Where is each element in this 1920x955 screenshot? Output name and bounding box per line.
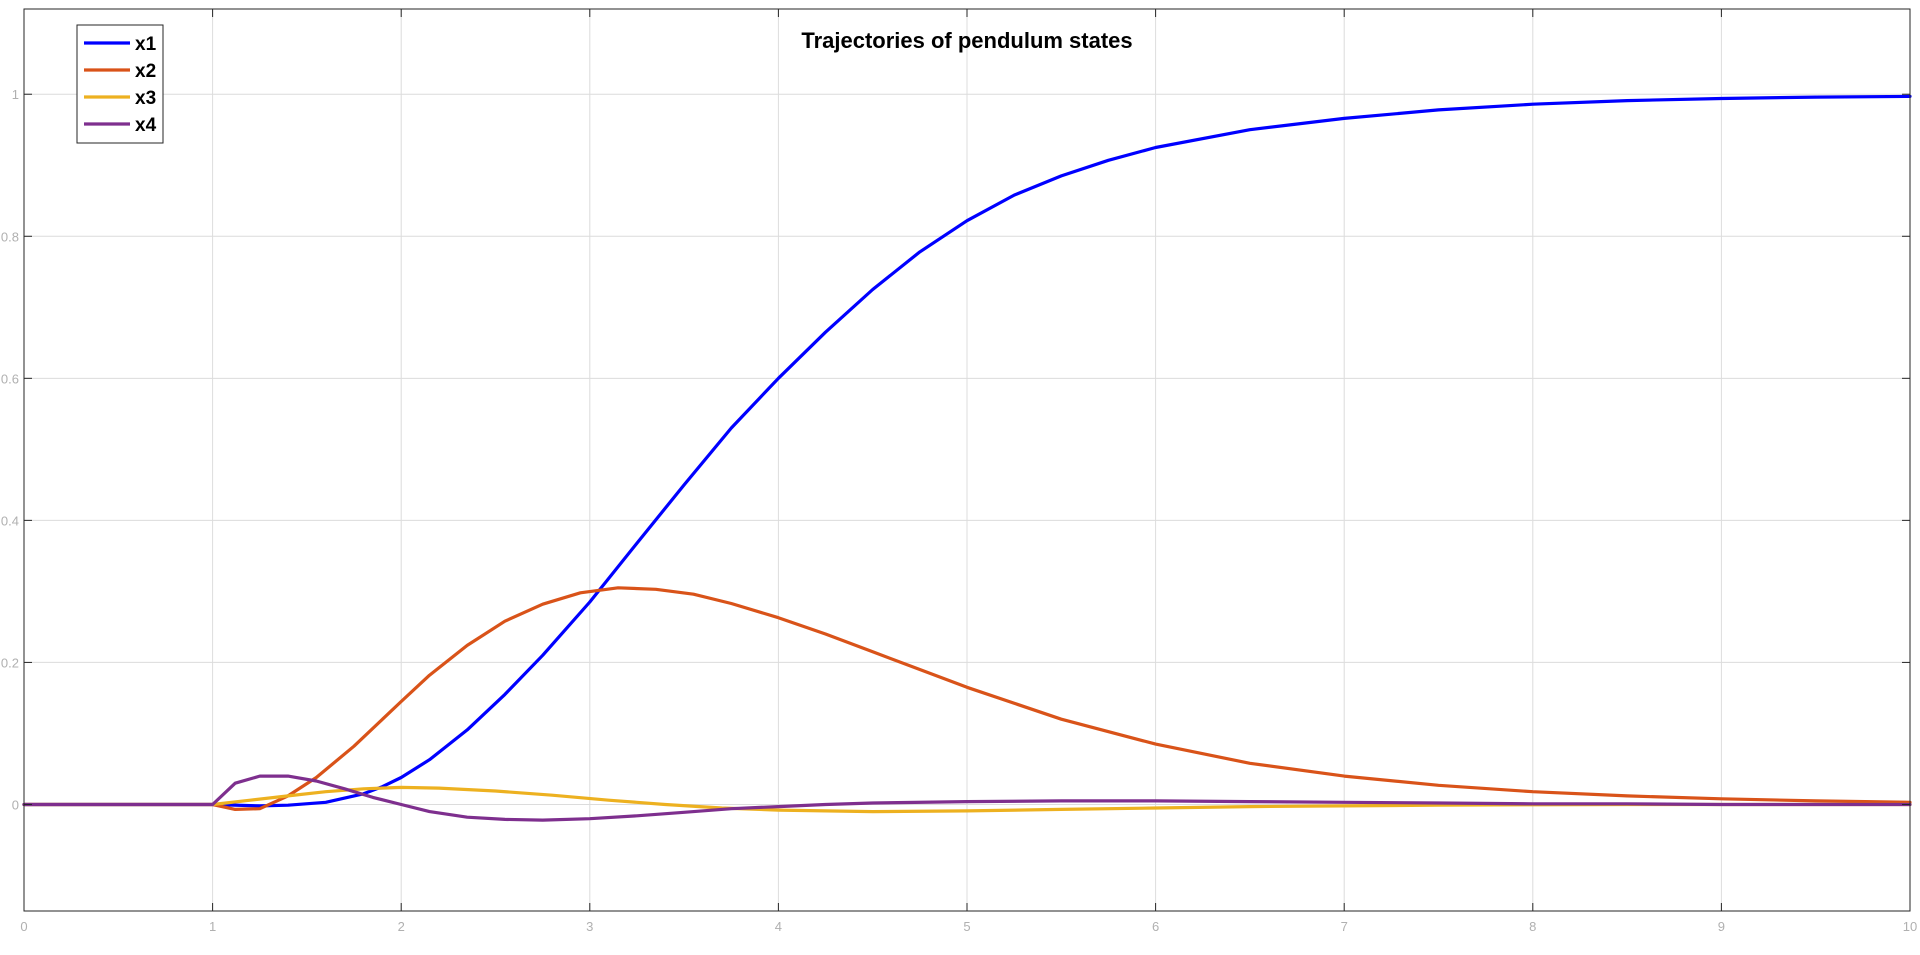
x-tick-label: 4 <box>775 919 782 934</box>
y-tick-label: 0.2 <box>1 655 19 670</box>
series-line-x4 <box>22 774 1912 822</box>
y-tick-label: 0 <box>12 797 19 812</box>
x-tick-label: 9 <box>1718 919 1725 934</box>
ticks-layer: 0 1 2 3 4 5 6 7 8 9 10 0 0.2 0.4 0.6 0.8 1 <box>1 9 1917 934</box>
x-tick-label: 1 <box>209 919 216 934</box>
series-line-x1 <box>22 94 1912 808</box>
legend-label-x3: x3 <box>135 88 156 109</box>
legend: x1 x2 x3 x4 <box>76 24 164 144</box>
x-tick-label: 7 <box>1341 919 1348 934</box>
y-tick-label: 0.6 <box>1 371 19 386</box>
series-layer <box>22 94 1912 822</box>
legend-label-x1: x1 <box>135 34 157 55</box>
x-tick-label: 5 <box>963 919 970 934</box>
x-tick-label: 3 <box>586 919 593 934</box>
x-tick-label: 8 <box>1529 919 1536 934</box>
series-line-x2 <box>22 586 1912 812</box>
x-tick-label: 6 <box>1152 919 1159 934</box>
chart-title: Trajectories of pendulum states <box>801 28 1132 53</box>
x-tick-label: 2 <box>398 919 405 934</box>
x-tick-label: 0 <box>20 919 27 934</box>
y-tick-label: 1 <box>12 87 19 102</box>
legend-label-x4: x4 <box>135 115 157 136</box>
y-tick-label: 0.8 <box>1 229 19 244</box>
x-tick-label: 10 <box>1903 919 1917 934</box>
legend-label-x2: x2 <box>135 61 156 82</box>
y-tick-label: 0.4 <box>1 513 19 528</box>
